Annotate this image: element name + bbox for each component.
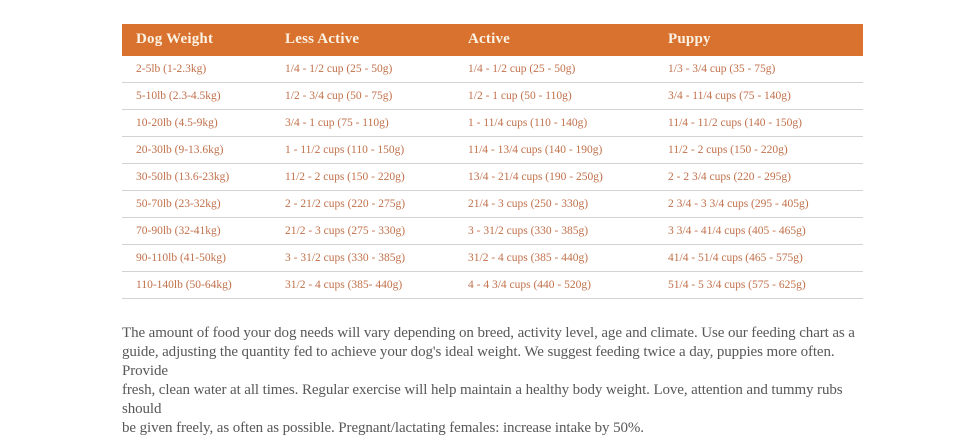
- table-row: 2-5lb (1-2.3kg) 1/4 - 1/2 cup (25 - 50g)…: [122, 56, 863, 83]
- cell-dog-weight: 10-20lb (4.5-9kg): [122, 109, 271, 137]
- feeding-advice-line: be given freely, as often as possible. P…: [122, 420, 644, 436]
- table-row: 20-30lb (9-13.6kg) 1 - 11/2 cups (110 - …: [122, 136, 863, 164]
- cell-less-active: 3/4 - 1 cup (75 - 110g): [271, 109, 454, 137]
- feeding-chart-header: Dog Weight Less Active Active Puppy: [122, 24, 863, 56]
- cell-active: 31/2 - 4 cups (385 - 440g): [454, 244, 654, 272]
- cell-dog-weight: 70-90lb (32-41kg): [122, 217, 271, 245]
- cell-dog-weight: 110-140lb (50-64kg): [122, 271, 271, 299]
- cell-less-active: 1/4 - 1/2 cup (25 - 50g): [271, 56, 454, 83]
- cell-puppy: 3/4 - 11/4 cups (75 - 140g): [654, 82, 863, 110]
- feeding-advice-text: The amount of food your dog needs will v…: [122, 324, 863, 438]
- table-row: 50-70lb (23-32kg) 2 - 21/2 cups (220 - 2…: [122, 190, 863, 218]
- feeding-chart-table: Dog Weight Less Active Active Puppy 2-5l…: [122, 24, 863, 299]
- cell-dog-weight: 50-70lb (23-32kg): [122, 190, 271, 218]
- table-row: 10-20lb (4.5-9kg) 3/4 - 1 cup (75 - 110g…: [122, 109, 863, 137]
- cell-dog-weight: 5-10lb (2.3-4.5kg): [122, 82, 271, 110]
- table-row: 110-140lb (50-64kg) 31/2 - 4 cups (385- …: [122, 271, 863, 299]
- cell-less-active: 31/2 - 4 cups (385- 440g): [271, 271, 454, 299]
- cell-dog-weight: 90-110lb (41-50kg): [122, 244, 271, 272]
- feeding-advice-line: The amount of food your dog needs will v…: [122, 325, 855, 341]
- col-header-puppy: Puppy: [654, 24, 863, 56]
- cell-active: 13/4 - 21/4 cups (190 - 250g): [454, 163, 654, 191]
- cell-active: 1 - 11/4 cups (110 - 140g): [454, 109, 654, 137]
- cell-puppy: 11/4 - 11/2 cups (140 - 150g): [654, 109, 863, 137]
- cell-less-active: 21/2 - 3 cups (275 - 330g): [271, 217, 454, 245]
- cell-dog-weight: 30-50lb (13.6-23kg): [122, 163, 271, 191]
- cell-puppy: 2 - 2 3/4 cups (220 - 295g): [654, 163, 863, 191]
- cell-active: 1/2 - 1 cup (50 - 110g): [454, 82, 654, 110]
- cell-dog-weight: 20-30lb (9-13.6kg): [122, 136, 271, 164]
- feeding-advice-line: fresh, clean water at all times. Regular…: [122, 382, 843, 417]
- cell-puppy: 51/4 - 5 3/4 cups (575 - 625g): [654, 271, 863, 299]
- col-header-less-active: Less Active: [271, 24, 454, 56]
- cell-less-active: 1/2 - 3/4 cup (50 - 75g): [271, 82, 454, 110]
- cell-less-active: 3 - 31/2 cups (330 - 385g): [271, 244, 454, 272]
- table-row: 70-90lb (32-41kg) 21/2 - 3 cups (275 - 3…: [122, 217, 863, 245]
- feeding-advice-line: guide, adjusting the quantity fed to ach…: [122, 344, 835, 379]
- cell-active: 21/4 - 3 cups (250 - 330g): [454, 190, 654, 218]
- col-header-dog-weight: Dog Weight: [122, 24, 271, 56]
- cell-active: 1/4 - 1/2 cup (25 - 50g): [454, 56, 654, 83]
- cell-less-active: 2 - 21/2 cups (220 - 275g): [271, 190, 454, 218]
- table-row: 90-110lb (41-50kg) 3 - 31/2 cups (330 - …: [122, 244, 863, 272]
- cell-puppy: 11/2 - 2 cups (150 - 220g): [654, 136, 863, 164]
- cell-puppy: 41/4 - 51/4 cups (465 - 575g): [654, 244, 863, 272]
- cell-puppy: 2 3/4 - 3 3/4 cups (295 - 405g): [654, 190, 863, 218]
- cell-puppy: 3 3/4 - 41/4 cups (405 - 465g): [654, 217, 863, 245]
- cell-puppy: 1/3 - 3/4 cup (35 - 75g): [654, 56, 863, 83]
- cell-dog-weight: 2-5lb (1-2.3kg): [122, 56, 271, 83]
- cell-active: 11/4 - 13/4 cups (140 - 190g): [454, 136, 654, 164]
- table-row: 30-50lb (13.6-23kg) 11/2 - 2 cups (150 -…: [122, 163, 863, 191]
- col-header-active: Active: [454, 24, 654, 56]
- cell-less-active: 1 - 11/2 cups (110 - 150g): [271, 136, 454, 164]
- cell-active: 4 - 4 3/4 cups (440 - 520g): [454, 271, 654, 299]
- cell-less-active: 11/2 - 2 cups (150 - 220g): [271, 163, 454, 191]
- table-row: 5-10lb (2.3-4.5kg) 1/2 - 3/4 cup (50 - 7…: [122, 82, 863, 110]
- feeding-guide-content: Dog Weight Less Active Active Puppy 2-5l…: [122, 24, 863, 448]
- cell-active: 3 - 31/2 cups (330 - 385g): [454, 217, 654, 245]
